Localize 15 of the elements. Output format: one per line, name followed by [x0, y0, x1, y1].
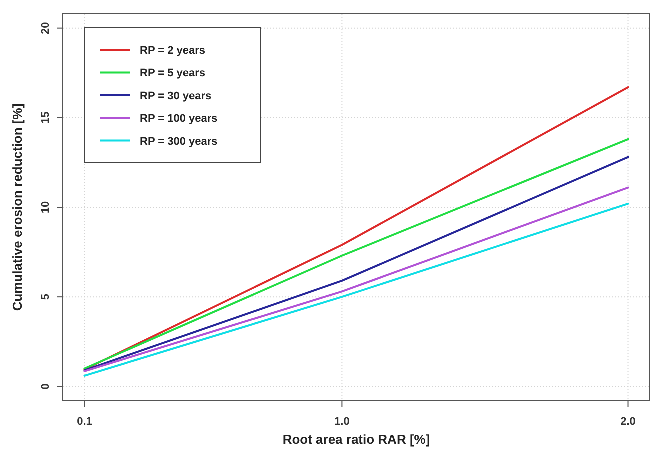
x-tick-label: 0.1: [77, 416, 92, 428]
y-tick-label: 20: [40, 22, 52, 34]
y-tick-label: 10: [40, 201, 52, 214]
legend-label: RP = 300 years: [140, 136, 218, 148]
legend-label: RP = 5 years: [140, 68, 206, 80]
y-axis-title: Cumulative erosion reduction [%]: [10, 104, 25, 312]
y-tick-label: 0: [40, 384, 52, 390]
legend-label: RP = 30 years: [140, 90, 212, 102]
legend-label: RP = 2 years: [140, 45, 206, 57]
y-tick-label: 5: [40, 294, 52, 300]
y-tick-label: 15: [40, 112, 52, 124]
x-axis-title: Root area ratio RAR [%]: [282, 432, 430, 447]
x-tick-label: 2.0: [620, 416, 636, 428]
x-tick-label: 1.0: [334, 416, 350, 428]
legend-label: RP = 100 years: [140, 113, 218, 126]
